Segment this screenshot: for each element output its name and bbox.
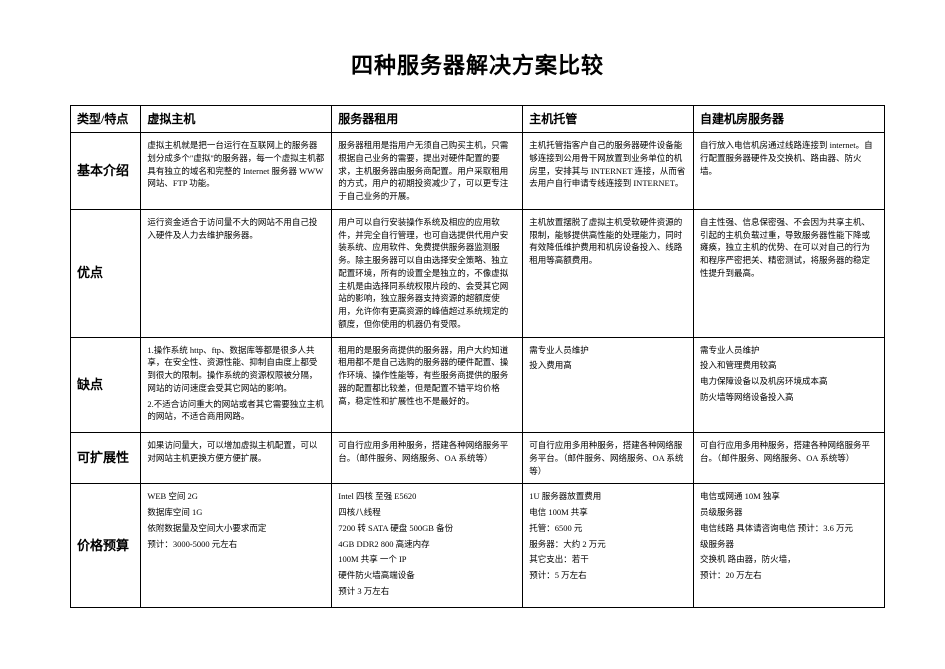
price-colo-l2: 电信 100M 共享 <box>529 506 687 519</box>
price-virtual-l3: 依附数据量及空间大小要求而定 <box>147 522 325 535</box>
cell-price-self: 电信或网通 10M 独享 员级服务器 电信线路 具体请咨询电信 预计：3.6 万… <box>694 484 885 607</box>
row-label-scale: 可扩展性 <box>71 433 141 484</box>
row-label-intro: 基本介绍 <box>71 133 141 210</box>
document-page: 四种服务器解决方案比较 类型/特点 虚拟主机 服务器租用 主机托管 自建机房服务… <box>0 0 945 669</box>
row-cons: 缺点 1.操作系统 http、ftp、数据库等都是很多人共享，在安全性、资源性能… <box>71 337 885 433</box>
price-colo-l6: 预计：5 万左右 <box>529 569 687 582</box>
price-self-l2: 员级服务器 <box>700 506 878 519</box>
price-self-l5: 交换机 路由器，防火墙， <box>700 553 878 566</box>
price-virtual-l1: WEB 空间 2G <box>147 490 325 503</box>
page-title: 四种服务器解决方案比较 <box>70 48 885 80</box>
price-rent-l3: 4GB DDR2 800 高速内存 <box>338 538 516 551</box>
col-header-self: 自建机房服务器 <box>694 106 885 133</box>
cell-scale-virtual: 如果访问量大，可以增加虚拟主机配置，可以对网站主机更换方便方便扩展。 <box>141 433 332 484</box>
row-label-pros: 优点 <box>71 209 141 337</box>
row-label-price: 价格预算 <box>71 484 141 607</box>
cons-self-line2: 投入和管理费用较高 <box>700 359 878 372</box>
row-intro: 基本介绍 虚拟主机就是把一台运行在互联网上的服务器划分成多个"虚拟"的服务器，每… <box>71 133 885 210</box>
cell-price-rent: Intel 四核 至强 E5620 四核八线程 7200 转 SATA 硬盘 5… <box>332 484 523 607</box>
col-header-virtual: 虚拟主机 <box>141 106 332 133</box>
cons-colo-line2: 投入费用高 <box>529 359 687 372</box>
cons-self-line4: 防火墙等网络设备投入高 <box>700 391 878 404</box>
price-colo-l4: 服务器：大约 2 万元 <box>529 538 687 551</box>
cell-pros-self: 自主性强、信息保密强、不会因为共享主机、引起的主机负载过重，导致服务器性能下降或… <box>694 209 885 337</box>
price-rent-l0: 四核八线程 <box>338 506 516 519</box>
cell-cons-self: 需专业人员维护 投入和管理费用较高 电力保障设备以及机房环境成本高 防火墙等网络… <box>694 337 885 433</box>
price-self-l6: 预计：20 万左右 <box>700 569 878 582</box>
price-self-l3: 电信线路 具体请咨询电信 预计：3.6 万元 <box>700 522 878 535</box>
col-header-type: 类型/特点 <box>71 106 141 133</box>
price-colo-l5: 其它支出：若干 <box>529 553 687 566</box>
cell-intro-virtual: 虚拟主机就是把一台运行在互联网上的服务器划分成多个"虚拟"的服务器，每一个虚拟主… <box>141 133 332 210</box>
comparison-table: 类型/特点 虚拟主机 服务器租用 主机托管 自建机房服务器 基本介绍 虚拟主机就… <box>70 105 885 608</box>
cell-intro-rent: 服务器租用是指用户无须自己购买主机，只需根据自己业务的需要，提出对硬件配置的要求… <box>332 133 523 210</box>
cell-pros-virtual: 运行资金适合于访问量不大的网站不用自己投入硬件及人力去维护服务器。 <box>141 209 332 337</box>
row-pros: 优点 运行资金适合于访问量不大的网站不用自己投入硬件及人力去维护服务器。 用户可… <box>71 209 885 337</box>
price-rent-l1: Intel 四核 至强 E5620 <box>338 490 516 503</box>
cons-self-line1: 需专业人员维护 <box>700 344 878 357</box>
row-label-cons: 缺点 <box>71 337 141 433</box>
price-rent-l6: 预计 3 万左右 <box>338 585 516 598</box>
cons-virtual-line2: 2.不适合访问重大的网站或者其它需要独立主机的网站，不适合商用网路。 <box>147 398 325 424</box>
price-rent-l4: 100M 共享 一个 IP <box>338 553 516 566</box>
cell-scale-self: 可自行应用多用种服务，搭建各种网络服务平台。（邮件服务、网络服务、OA 系统等） <box>694 433 885 484</box>
price-virtual-l4: 预计：3000-5000 元左右 <box>147 538 325 551</box>
col-header-rent: 服务器租用 <box>332 106 523 133</box>
cell-pros-colo: 主机放置摆脱了虚拟主机受软硬件资源的限制，能够提供高性能的处理能力，同时有效降低… <box>523 209 694 337</box>
cell-price-colo: 1U 服务器放置费用 电信 100M 共享 托管：6500 元 服务器：大约 2… <box>523 484 694 607</box>
price-self-l4: 级服务器 <box>700 538 878 551</box>
row-scale: 可扩展性 如果访问量大，可以增加虚拟主机配置，可以对网站主机更换方便方便扩展。 … <box>71 433 885 484</box>
table-header-row: 类型/特点 虚拟主机 服务器租用 主机托管 自建机房服务器 <box>71 106 885 133</box>
cell-cons-rent: 租用的是服务商提供的服务器，用户大约知道租用都不是自己选购的服务器的硬件配置、操… <box>332 337 523 433</box>
row-price: 价格预算 WEB 空间 2G 数据库空间 1G 依附数据量及空间大小要求而定 预… <box>71 484 885 607</box>
price-virtual-l2: 数据库空间 1G <box>147 506 325 519</box>
cell-intro-colo: 主机托管指客户自己的服务器硬件设备能够连接到公用骨干网放置到业务单位的机房里，安… <box>523 133 694 210</box>
cell-scale-rent: 可自行应用多用种服务，搭建各种网络服务平台。（邮件服务、网络服务、OA 系统等） <box>332 433 523 484</box>
cell-intro-self: 自行放入电信机房通过线路连接到 internet。自行配置服务器硬件及交换机、路… <box>694 133 885 210</box>
cons-colo-line1: 需专业人员维护 <box>529 344 687 357</box>
cell-pros-rent: 用户可以自行安装操作系统及相应的应用软件，并完全自行管理，也可自选提供代用户安装… <box>332 209 523 337</box>
price-colo-l3: 托管：6500 元 <box>529 522 687 535</box>
price-colo-l1: 1U 服务器放置费用 <box>529 490 687 503</box>
price-rent-l2: 7200 转 SATA 硬盘 500GB 备份 <box>338 522 516 535</box>
col-header-colo: 主机托管 <box>523 106 694 133</box>
cell-price-virtual: WEB 空间 2G 数据库空间 1G 依附数据量及空间大小要求而定 预计：300… <box>141 484 332 607</box>
price-rent-l5: 硬件防火墙高端设备 <box>338 569 516 582</box>
price-self-l1: 电信或网通 10M 独享 <box>700 490 878 503</box>
cell-cons-colo: 需专业人员维护 投入费用高 <box>523 337 694 433</box>
cell-scale-colo: 可自行应用多用种服务，搭建各种网络服务平台。（邮件服务、网络服务、OA 系统等） <box>523 433 694 484</box>
cell-cons-virtual: 1.操作系统 http、ftp、数据库等都是很多人共享，在安全性、资源性能、抑制… <box>141 337 332 433</box>
cons-self-line3: 电力保障设备以及机房环境成本高 <box>700 375 878 388</box>
cons-virtual-line1: 1.操作系统 http、ftp、数据库等都是很多人共享，在安全性、资源性能、抑制… <box>147 344 325 395</box>
